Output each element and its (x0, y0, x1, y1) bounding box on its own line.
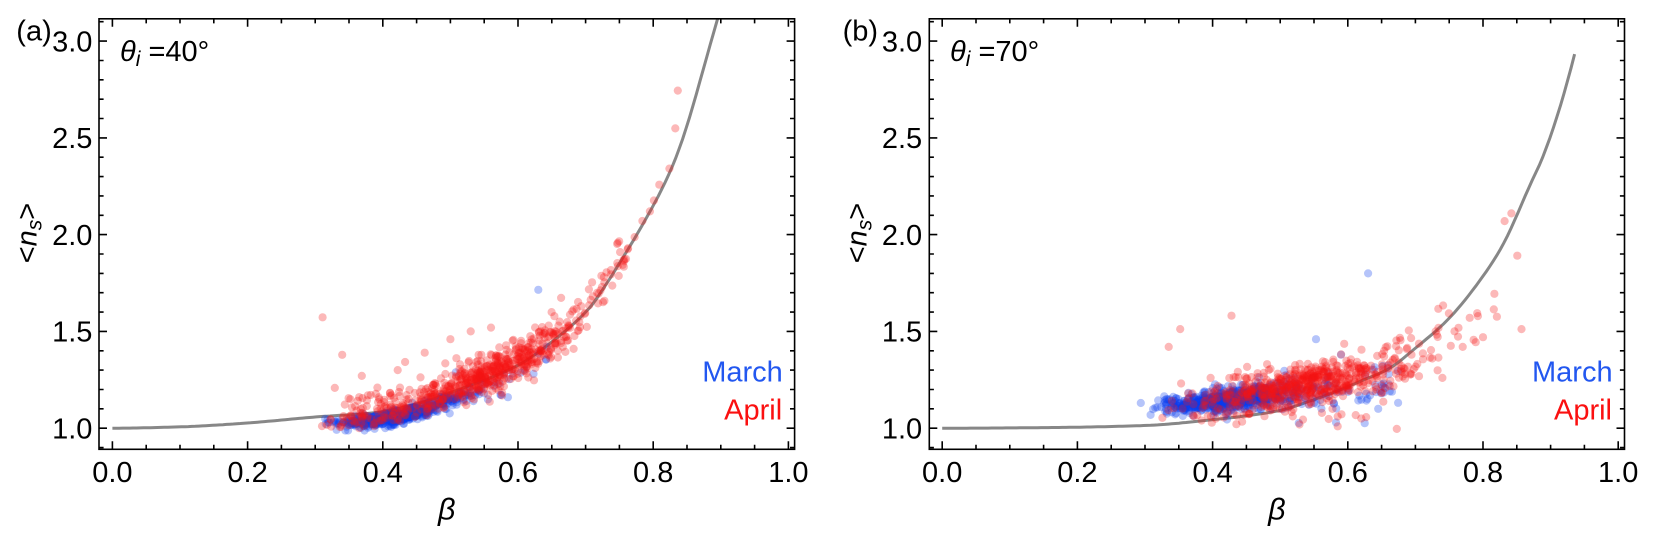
svg-text:θi =40°: θi =40° (120, 36, 209, 71)
svg-text:April: April (1554, 394, 1612, 426)
svg-text:0.4: 0.4 (1192, 457, 1232, 489)
svg-text:1.0: 1.0 (882, 413, 922, 445)
svg-text:0.0: 0.0 (92, 457, 132, 489)
svg-text:March: March (1532, 356, 1613, 388)
svg-text:0.0: 0.0 (922, 457, 962, 489)
svg-text:0.2: 0.2 (227, 457, 267, 489)
svg-text:1.5: 1.5 (882, 317, 922, 349)
svg-text:θi =70°: θi =70° (950, 36, 1039, 71)
svg-text:2.5: 2.5 (52, 123, 92, 155)
svg-text:2.5: 2.5 (882, 123, 922, 155)
svg-text:1.0: 1.0 (768, 457, 808, 489)
svg-text:β: β (1267, 493, 1285, 527)
svg-text:<ns>: <ns> (842, 203, 877, 264)
svg-text:0.8: 0.8 (633, 457, 673, 489)
svg-text:(b): (b) (843, 16, 878, 48)
svg-text:β: β (437, 493, 455, 527)
svg-text:<ns>: <ns> (12, 203, 47, 264)
svg-text:April: April (724, 394, 782, 426)
svg-text:3.0: 3.0 (882, 26, 922, 58)
svg-text:3.0: 3.0 (52, 26, 92, 58)
svg-text:March: March (702, 356, 783, 388)
svg-text:2.0: 2.0 (52, 220, 92, 252)
svg-text:0.8: 0.8 (1463, 457, 1503, 489)
svg-text:0.4: 0.4 (363, 457, 403, 489)
svg-text:1.0: 1.0 (52, 413, 92, 445)
svg-text:0.6: 0.6 (498, 457, 538, 489)
svg-text:1.0: 1.0 (1598, 457, 1638, 489)
svg-text:(a): (a) (16, 16, 51, 48)
svg-text:1.5: 1.5 (52, 317, 92, 349)
svg-text:2.0: 2.0 (882, 220, 922, 252)
svg-text:0.2: 0.2 (1057, 457, 1097, 489)
svg-text:0.6: 0.6 (1328, 457, 1368, 489)
